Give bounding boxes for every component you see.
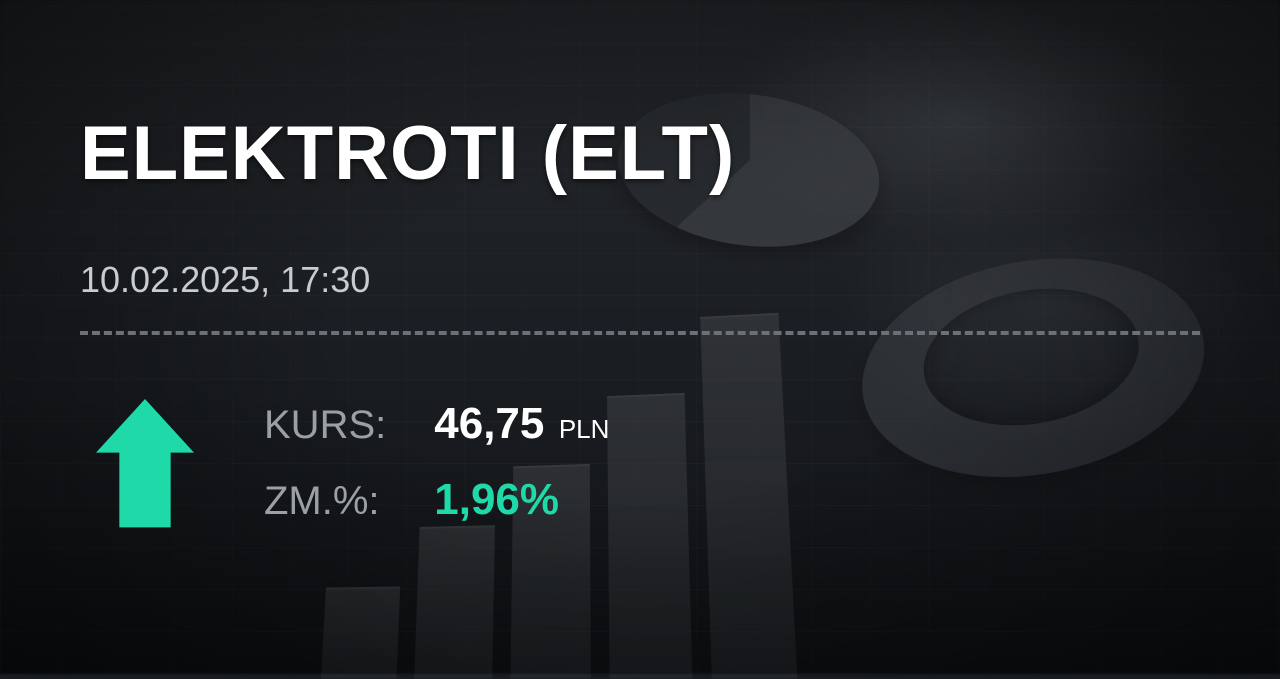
change-value: 1,96%	[434, 475, 609, 525]
change-label: ZM.%:	[264, 479, 386, 524]
price-currency: PLN	[559, 414, 610, 444]
price-value: 46,75	[434, 399, 544, 448]
price-value-cell: 46,75 PLN	[434, 399, 609, 449]
stock-card: ELEKTROTI (ELT) 10.02.2025, 17:30 KURS: …	[0, 0, 1280, 674]
divider	[80, 331, 1200, 335]
timestamp: 10.02.2025, 17:30	[80, 259, 1200, 301]
stats-row: KURS: 46,75 PLN ZM.%: 1,96%	[80, 387, 1200, 537]
ticker-title: ELEKTROTI (ELT)	[80, 110, 1200, 197]
price-label: KURS:	[264, 403, 386, 448]
trend-arrow-up-icon	[80, 387, 210, 537]
arrow-up-icon	[85, 392, 205, 532]
stat-grid: KURS: 46,75 PLN ZM.%: 1,96%	[264, 399, 609, 525]
